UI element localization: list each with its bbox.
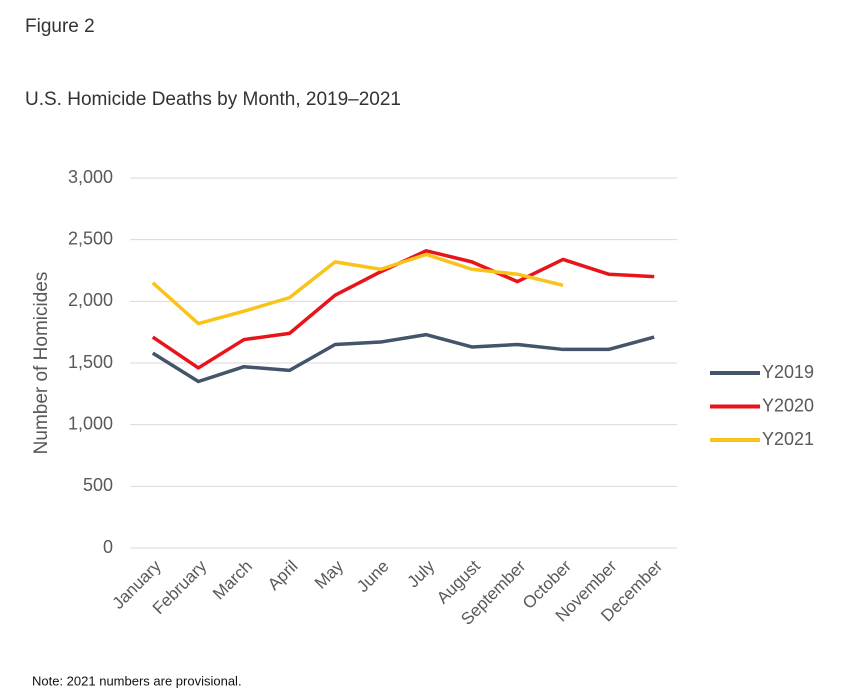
x-tick-label: July: [403, 556, 438, 591]
series-line: [151, 252, 564, 326]
y-tick-label: 0: [103, 537, 113, 557]
y-tick-label: 500: [83, 475, 113, 495]
y-tick-label: 1,500: [68, 352, 113, 372]
chart-title: U.S. Homicide Deaths by Month, 2019–2021: [25, 89, 401, 110]
figure-label: Figure 2: [25, 16, 95, 37]
legend-label: Y2019: [762, 362, 814, 382]
y-tick-label: 2,000: [68, 290, 113, 310]
note: Note: 2021 numbers are provisional.: [32, 673, 242, 688]
legend-label: Y2021: [762, 429, 814, 449]
legend-label: Y2020: [762, 395, 814, 415]
x-tick-label: May: [311, 556, 347, 592]
series-line: [151, 332, 655, 384]
y-tick-label: 3,000: [68, 167, 113, 187]
y-tick-label: 2,500: [68, 228, 113, 248]
y-tick-label: 1,000: [68, 413, 113, 433]
x-tick-label: April: [264, 557, 301, 594]
x-tick-label: March: [209, 557, 256, 604]
x-tick-label: June: [353, 557, 393, 597]
y-axis-label: Number of Homicides: [31, 272, 52, 455]
